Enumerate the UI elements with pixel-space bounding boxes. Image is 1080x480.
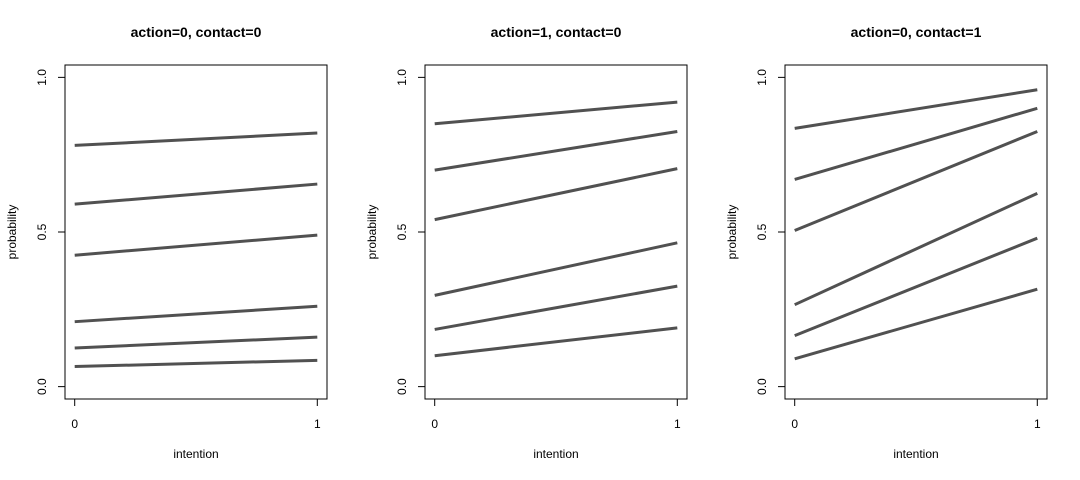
- x-axis-label: intention: [893, 447, 938, 461]
- x-axis-label: intention: [173, 447, 218, 461]
- series-line: [434, 241, 678, 297]
- series-line: [794, 191, 1038, 307]
- series-line: [74, 304, 318, 324]
- series-line: [794, 130, 1038, 232]
- x-tick-label: 0: [791, 417, 798, 431]
- y-tick-label: 1.0: [395, 69, 409, 86]
- x-tick-label: 1: [674, 417, 681, 431]
- x-tick-label: 0: [71, 417, 78, 431]
- y-tick-label: 1.0: [755, 69, 769, 86]
- y-tick-label: 0.0: [35, 378, 49, 395]
- y-tick-label: 0.5: [395, 223, 409, 240]
- series-line: [74, 335, 318, 350]
- y-tick-label: 0.5: [35, 223, 49, 240]
- series-line: [434, 326, 678, 358]
- x-tick-label: 0: [431, 417, 438, 431]
- series-line: [74, 358, 318, 369]
- series-line: [74, 131, 318, 147]
- series-line: [74, 182, 318, 206]
- plot-box: [424, 64, 688, 400]
- y-tick-label: 0.5: [755, 223, 769, 240]
- y-axis-label: probability: [725, 205, 739, 260]
- series-line: [434, 100, 678, 126]
- panel-title: action=0, contact=1: [851, 24, 982, 40]
- y-axis-label: probability: [5, 205, 19, 260]
- y-tick-label: 1.0: [35, 69, 49, 86]
- series-line: [794, 287, 1038, 361]
- x-tick-label: 1: [314, 417, 321, 431]
- series-line: [794, 88, 1038, 130]
- y-tick-label: 0.0: [395, 378, 409, 395]
- series-line: [74, 233, 318, 257]
- y-axis-label: probability: [365, 205, 379, 260]
- x-axis-label: intention: [533, 447, 578, 461]
- series-line: [434, 284, 678, 331]
- series-line: [434, 130, 678, 172]
- panel-title: action=0, contact=0: [131, 24, 262, 40]
- panel-title: action=1, contact=0: [491, 24, 622, 40]
- y-tick-label: 0.0: [755, 378, 769, 395]
- x-tick-label: 1: [1034, 417, 1041, 431]
- plot-box: [64, 64, 328, 400]
- series-line: [794, 236, 1038, 337]
- series-line: [434, 167, 678, 222]
- series-line: [794, 106, 1038, 181]
